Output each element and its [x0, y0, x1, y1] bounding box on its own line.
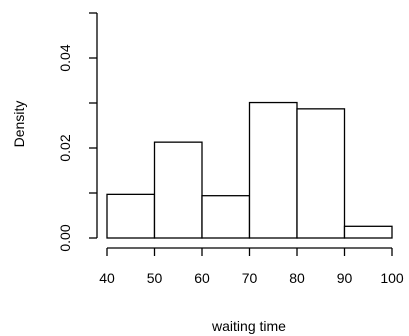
x-tick-label-70: 70 [242, 270, 258, 286]
x-axis-label: waiting time [211, 318, 286, 334]
y-axis: 0.00 0.02 0.04 [57, 12, 98, 252]
histogram-bar-6 [343, 225, 393, 239]
histogram-bar-3 [201, 195, 251, 239]
histogram-bar-2 [153, 141, 203, 239]
x-tick-label-90: 90 [337, 270, 353, 286]
y-tick-label-0.04: 0.04 [57, 44, 73, 71]
x-tick-label-50: 50 [147, 270, 163, 286]
x-tick-label-80: 80 [289, 270, 305, 286]
histogram-bar-4 [248, 101, 298, 239]
y-tick-label-0: 0.00 [57, 224, 73, 251]
x-tick-label-60: 60 [194, 270, 210, 286]
x-axis: 40 50 60 70 80 90 100 [99, 247, 404, 286]
histogram-bar-5 [296, 108, 346, 239]
x-tick-label-40: 40 [99, 270, 115, 286]
y-tick-label-0.02: 0.02 [57, 134, 73, 161]
histogram-bars [106, 101, 393, 239]
x-tick-label-100: 100 [380, 270, 404, 286]
y-axis-label: Density [11, 101, 27, 148]
histogram-bar-1 [106, 193, 156, 239]
